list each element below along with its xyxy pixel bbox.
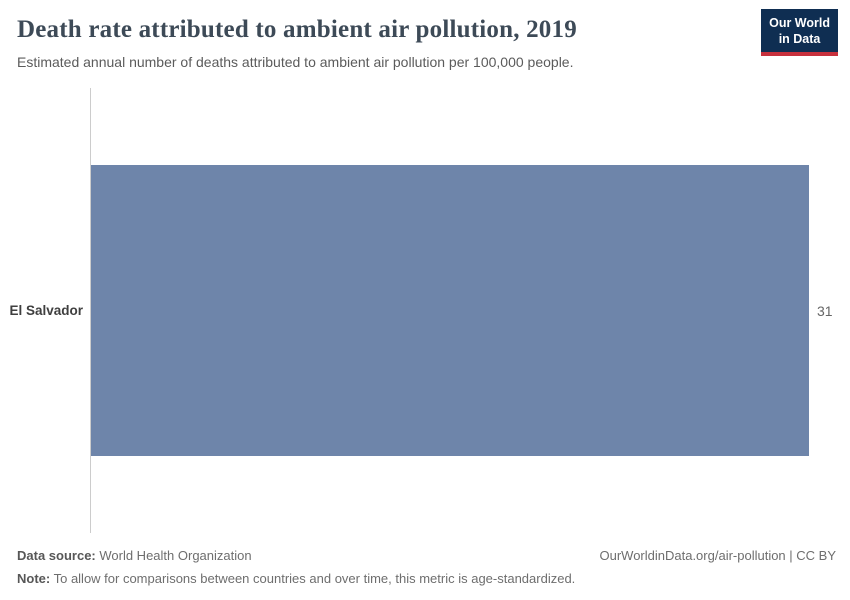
data-source-value: World Health Organization	[95, 548, 252, 563]
footer-row-note: Note: To allow for comparisons between c…	[17, 571, 836, 587]
y-axis-labels: El Salvador	[0, 88, 90, 533]
chart-subtitle: Estimated annual number of deaths attrib…	[17, 53, 574, 70]
owid-logo-line2: in Data	[778, 31, 821, 46]
data-source-label: Data source:	[17, 548, 96, 563]
category-label-el-salvador: El Salvador	[9, 303, 83, 318]
footer-row-source: Data source: World Health Organization O…	[17, 548, 836, 564]
bar-row: 31	[91, 165, 850, 456]
bar-el-salvador[interactable]	[91, 165, 809, 456]
bar-value-label: 31	[817, 302, 833, 319]
note-value: To allow for comparisons between countri…	[50, 571, 576, 587]
chart-footer: Data source: World Health Organization O…	[17, 548, 836, 588]
chart-title: Death rate attributed to ambient air pol…	[17, 16, 577, 43]
attribution-link[interactable]: OurWorldinData.org/air-pollution | CC BY	[599, 548, 836, 563]
data-source-line: Data source: World Health Organization	[17, 548, 252, 564]
bar-scale	[91, 165, 809, 456]
owid-logo: Our World in Data	[761, 9, 838, 57]
owid-logo-line1: Our World	[769, 16, 830, 30]
note-label: Note:	[17, 571, 51, 587]
plot-area: 31	[90, 88, 850, 533]
chart-header: Death rate attributed to ambient air pol…	[17, 16, 750, 71]
chart-area: El Salvador 31	[0, 88, 850, 533]
